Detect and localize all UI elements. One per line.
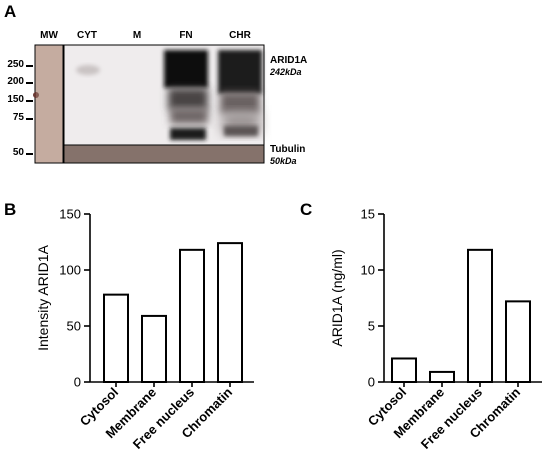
lane-label-chr: CHR: [229, 30, 251, 41]
panel-a-letter: A: [4, 2, 17, 21]
tubulin-kda-label: 50kDa: [270, 156, 297, 166]
tubulin-band-label: Tubulin: [270, 144, 306, 155]
blot-image: [33, 44, 265, 164]
mw-marker-250: 250: [7, 59, 24, 70]
mw-tick-75: [26, 118, 33, 120]
cyt-faint-band: [76, 65, 100, 75]
chr-band-arid1a: [218, 50, 262, 94]
tubulin-strip: [63, 144, 265, 164]
chart-c-bar-membrane: [429, 370, 455, 383]
chart-c-y-tick-label: 10: [361, 263, 375, 278]
fn-smear-mid: [168, 88, 208, 110]
lane-label-m: M: [132, 30, 142, 41]
mw-lane-shade: [36, 46, 62, 162]
chr-smear-mid: [220, 92, 260, 114]
chart-c-bar-chromatin: [505, 300, 531, 383]
chart-b-y-tick-label: 50: [67, 319, 81, 334]
chart-b-y-tick-label: 100: [59, 263, 81, 278]
mw-tick-200: [26, 82, 33, 84]
fn-smear-low: [170, 108, 208, 124]
arid1a-band-label: ARID1A: [270, 55, 308, 66]
mw-tick-50: [26, 153, 33, 155]
chart-b-y-tick-label: 0: [74, 375, 81, 390]
chart-c-y-tick-label: 0: [368, 375, 375, 390]
lane-label-mw: MW: [40, 30, 58, 41]
arid1a-kda-label: 242kDa: [270, 67, 302, 77]
mw-lane-smudge: [33, 92, 39, 98]
chr-band-lower: [224, 126, 258, 136]
mw-tick-250: [26, 65, 33, 67]
lane-label-fn: FN: [179, 30, 193, 41]
mw-marker-200: 200: [7, 76, 24, 87]
chart-c-y-tick-label: 5: [368, 319, 375, 334]
chart-b-bar-chromatin: [217, 242, 243, 384]
mw-marker-150: 150: [7, 94, 24, 105]
mw-marker-75: 75: [12, 112, 24, 123]
chart-c-bar-free-nucleus: [467, 248, 493, 384]
mw-marker-50: 50: [12, 147, 24, 158]
panel-b-letter: B: [4, 200, 17, 219]
fn-band-arid1a: [164, 50, 208, 88]
chart-b-y-tick-label: 150: [59, 207, 81, 222]
chart-b-bar-membrane: [141, 314, 167, 383]
mw-tick-150: [26, 100, 33, 102]
chart-c-bar-cytosol: [391, 357, 417, 383]
chart-b-bar-cytosol: [103, 293, 129, 383]
chart-b-y-axis-label: Intensity ARID1A: [35, 244, 51, 350]
lane-label-cyt: CYT: [77, 30, 97, 41]
panel-c-letter: C: [300, 200, 313, 219]
chart-c-y-tick-label: 15: [361, 207, 375, 222]
fn-band-lower: [170, 128, 206, 140]
tubulin-strip-shade: [65, 146, 263, 162]
mw-lane-strip: [34, 44, 64, 164]
chart-c-y-axis-label: ARID1A (ng/ml): [329, 249, 345, 346]
western-blot-panel: MW CYT M FN CHR 250 200 150 75 50: [0, 0, 550, 175]
chart-b-bar-free-nucleus: [179, 248, 205, 384]
